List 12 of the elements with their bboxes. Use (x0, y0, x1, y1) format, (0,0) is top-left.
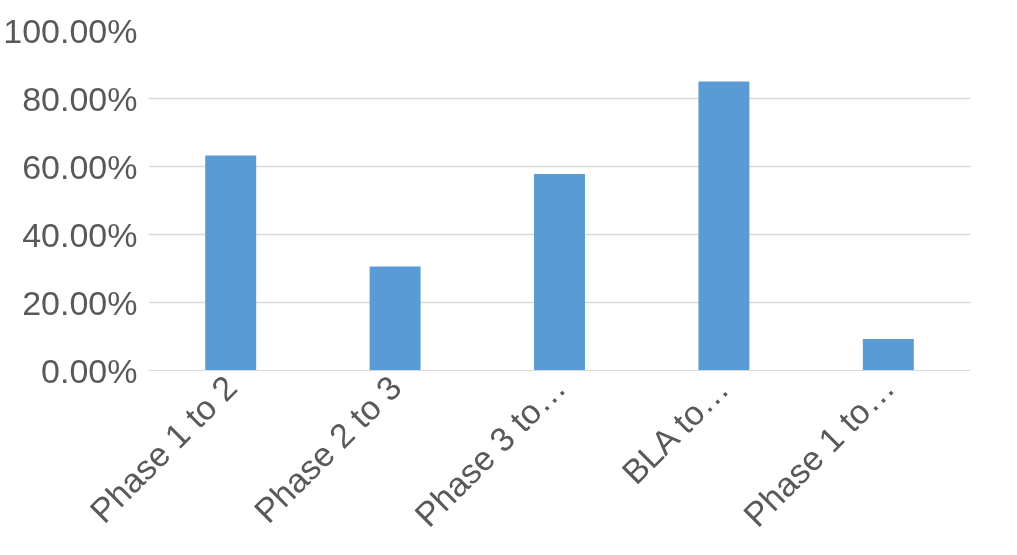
x-tick-label: BLA to… (614, 369, 737, 492)
y-tick-label: 80.00% (22, 79, 138, 118)
bar (205, 155, 257, 371)
y-tick-label: 0.00% (41, 351, 138, 390)
y-tick-label: 20.00% (22, 283, 138, 322)
y-tick-label: 60.00% (22, 147, 138, 186)
y-tick-label: 100.00% (3, 11, 138, 50)
bar (369, 266, 421, 371)
y-tick-label: 40.00% (22, 215, 138, 254)
bar (534, 173, 585, 371)
bar (862, 338, 914, 371)
bar (698, 81, 750, 371)
